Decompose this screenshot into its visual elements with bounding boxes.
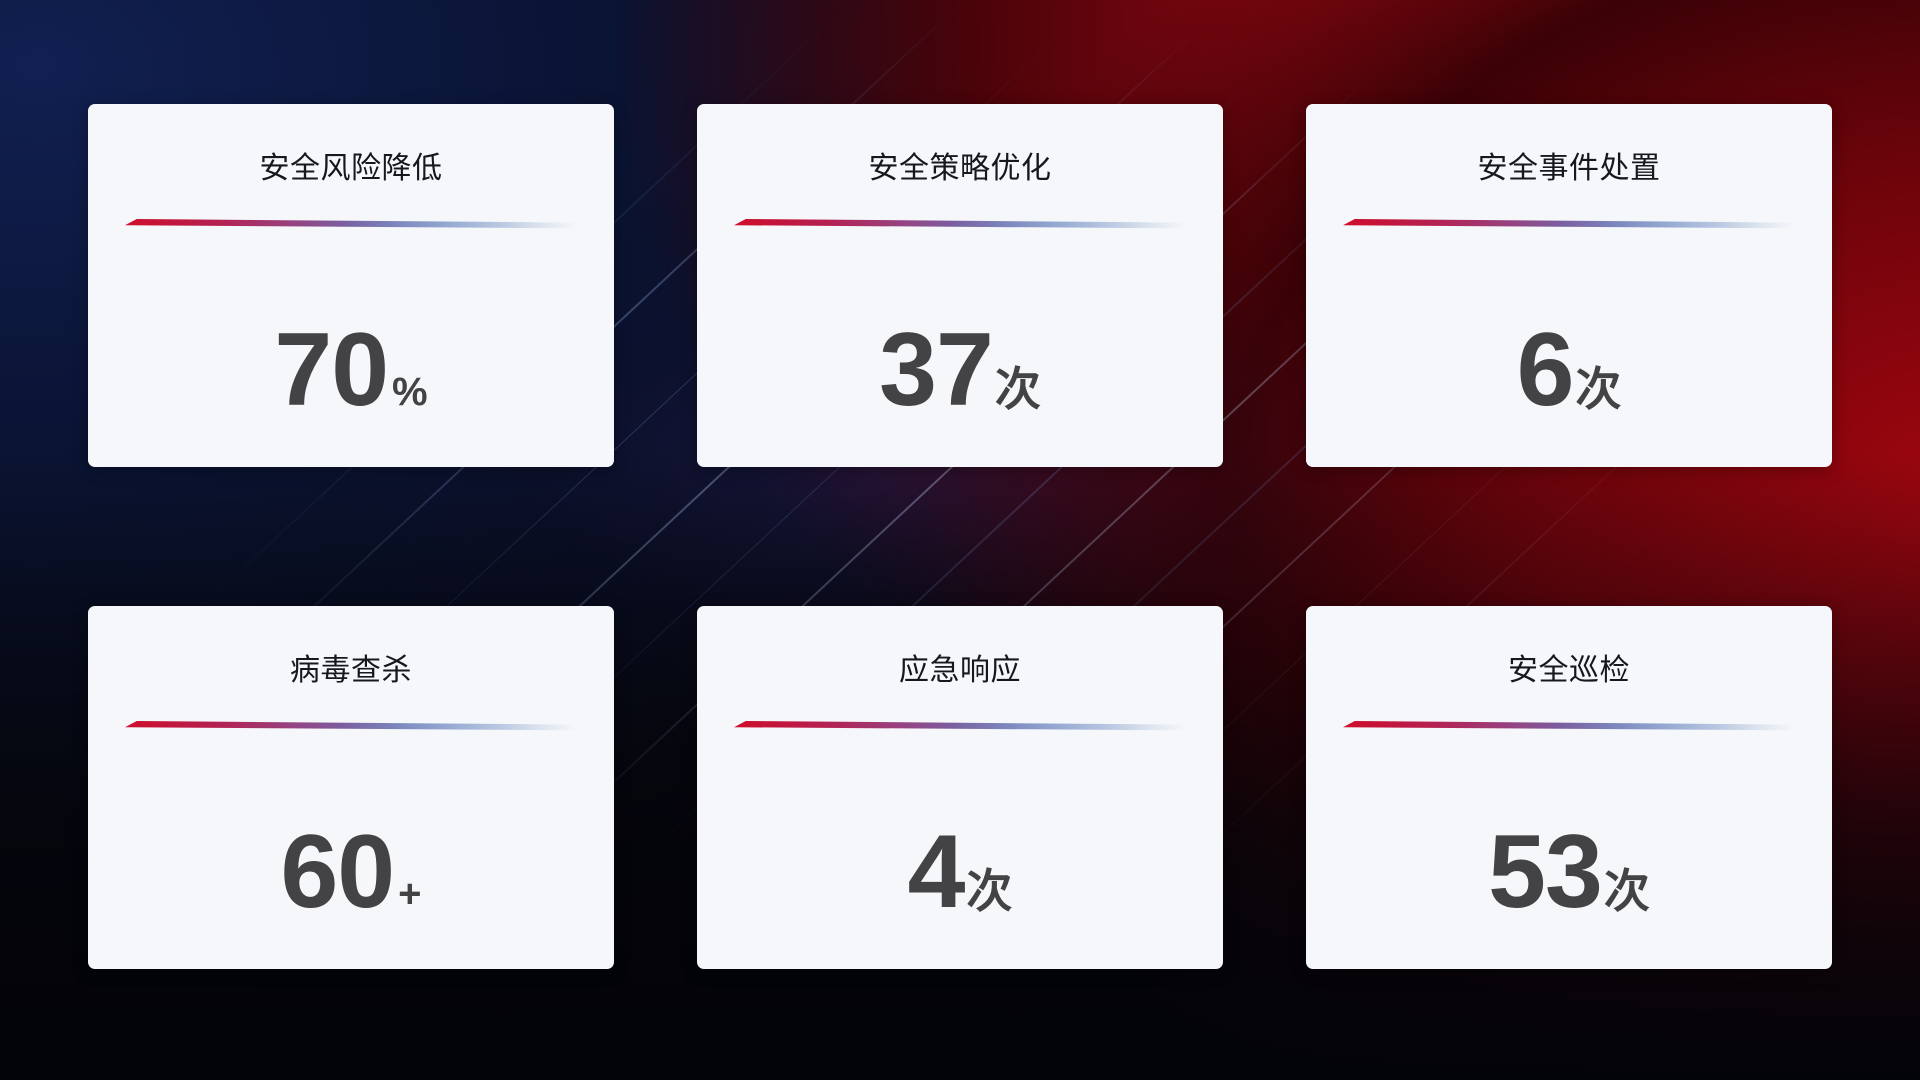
stat-card-value: 60 bbox=[280, 814, 395, 930]
stat-card-unit: 次 bbox=[1603, 865, 1650, 917]
stat-card[interactable]: 安全巡检 53 次 bbox=[1306, 606, 1832, 969]
stat-card-unit: 次 bbox=[966, 865, 1013, 917]
gradient-divider bbox=[1343, 219, 1795, 231]
stat-card-unit: + bbox=[398, 872, 422, 916]
stat-card-metric: 70% bbox=[88, 318, 614, 422]
gradient-bar bbox=[734, 721, 1186, 731]
stat-card[interactable]: 安全事件处置 6 次 bbox=[1306, 104, 1832, 467]
stat-card-title: 应急响应 bbox=[899, 654, 1021, 687]
stat-card-grid: 安全风险降低 70% 安全策略优化 37 次安全事件处置 6 次病毒查杀 60 + 应急响应 4 次安… bbox=[88, 104, 1832, 976]
stat-card-title: 安全风险降低 bbox=[259, 152, 443, 185]
gradient-divider bbox=[734, 721, 1186, 733]
gradient-bar bbox=[734, 219, 1186, 229]
stat-card-value: 53 bbox=[1488, 814, 1603, 930]
stat-card[interactable]: 安全策略优化 37 次 bbox=[697, 104, 1223, 467]
gradient-bar bbox=[1343, 721, 1795, 731]
stat-card[interactable]: 病毒查杀 60 + bbox=[88, 606, 614, 969]
stat-card-metric: 37 次 bbox=[697, 318, 1223, 422]
gradient-divider bbox=[125, 721, 577, 733]
stat-card-unit: % bbox=[392, 370, 428, 414]
stat-card-value: 70 bbox=[274, 312, 389, 428]
stat-card-title: 安全巡检 bbox=[1508, 654, 1630, 687]
stat-card-value: 37 bbox=[879, 312, 994, 428]
stat-card-unit: 次 bbox=[1575, 363, 1622, 415]
gradient-bar bbox=[125, 721, 577, 731]
stat-card-metric: 60 + bbox=[88, 820, 614, 924]
stat-card-title: 安全策略优化 bbox=[868, 152, 1052, 185]
gradient-divider bbox=[125, 219, 577, 231]
stat-card-title: 病毒查杀 bbox=[290, 654, 412, 687]
stat-card-metric: 53 次 bbox=[1306, 820, 1832, 924]
stat-card-value: 6 bbox=[1516, 312, 1575, 428]
gradient-bar bbox=[125, 219, 577, 229]
stat-card[interactable]: 应急响应 4 次 bbox=[697, 606, 1223, 969]
gradient-bar bbox=[1343, 219, 1795, 229]
gradient-divider bbox=[1343, 721, 1795, 733]
stat-card-value: 4 bbox=[907, 814, 966, 930]
gradient-divider bbox=[734, 219, 1186, 231]
stat-card-title: 安全事件处置 bbox=[1477, 152, 1661, 185]
stat-card[interactable]: 安全风险降低 70% bbox=[88, 104, 614, 467]
stat-card-unit: 次 bbox=[994, 363, 1041, 415]
